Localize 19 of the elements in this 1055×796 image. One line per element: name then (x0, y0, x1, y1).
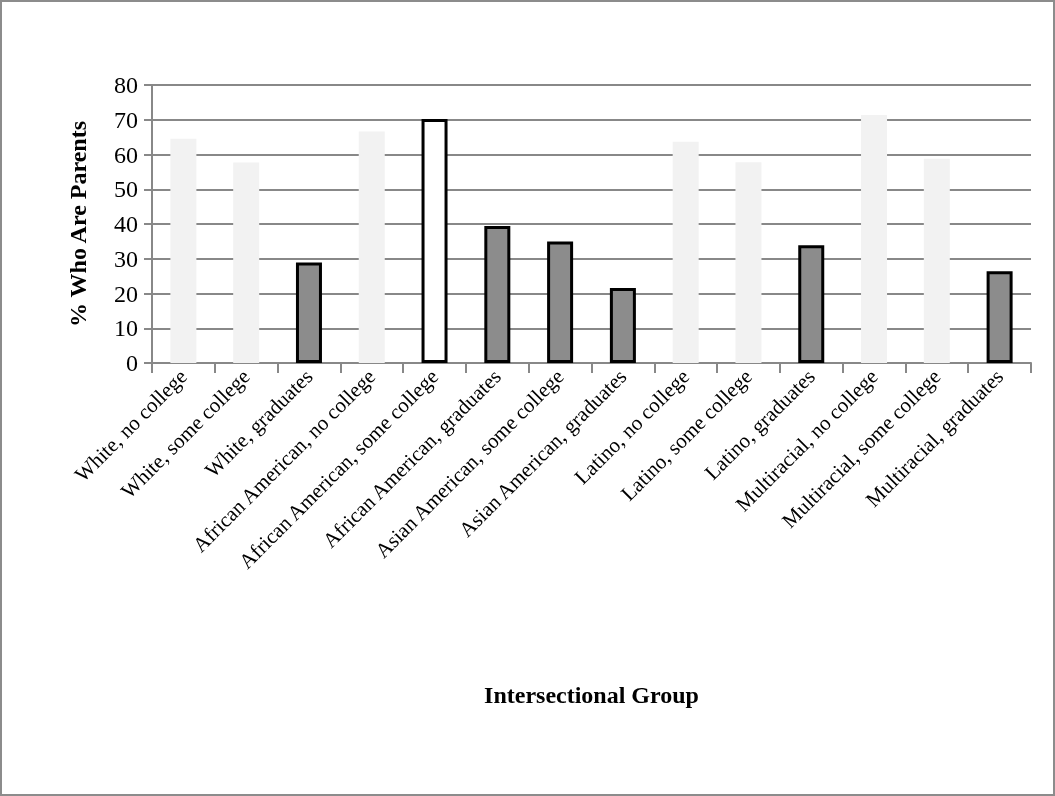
y-tick-label: 80 (114, 72, 138, 98)
y-tick-label: 40 (114, 211, 138, 237)
y-tick-label: 50 (114, 176, 138, 203)
bar (358, 131, 385, 363)
bar (672, 141, 699, 363)
y-tick-label: 30 (114, 245, 138, 272)
bar (170, 138, 197, 363)
x-axis-title: Intersectional Group (484, 682, 699, 708)
y-tick-label: 20 (114, 280, 138, 307)
y-tick-label: 70 (114, 106, 138, 133)
y-tick-label: 10 (114, 315, 138, 342)
y-axis-title: % Who Are Parents (65, 120, 91, 328)
bar (735, 162, 762, 363)
y-tick-label: 60 (114, 141, 138, 168)
y-tick-label: 0 (126, 350, 138, 376)
bar (233, 162, 260, 363)
bar (421, 119, 448, 363)
bar (861, 114, 888, 363)
bar (923, 158, 950, 363)
